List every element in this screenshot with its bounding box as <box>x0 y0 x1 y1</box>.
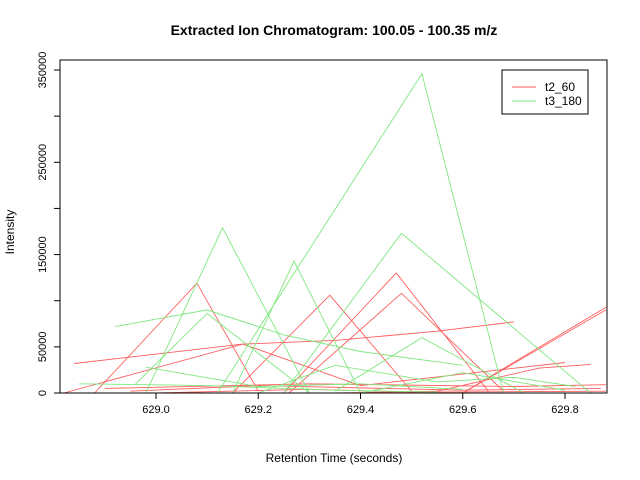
series-1-trace-6 <box>145 366 463 390</box>
x-tick-label: 629.0 <box>142 404 170 416</box>
legend-box <box>501 69 589 115</box>
series-0-trace-9 <box>130 385 601 392</box>
x-axis-label: Retention Time (seconds) <box>266 451 403 465</box>
series-0-trace-2 <box>232 294 412 394</box>
series-1-trace-4 <box>115 309 463 366</box>
legend-label: t2_60 <box>545 80 575 94</box>
y-axis-label: Intensity <box>3 210 17 255</box>
x-tick-label: 629.4 <box>347 404 375 416</box>
series-0-trace-3 <box>283 272 489 394</box>
y-tick-label: 250000 <box>37 144 49 181</box>
plot-lines <box>63 72 607 394</box>
x-axis: 629.0 629.2 629.4 629.6 629.8 <box>142 393 579 416</box>
series-1-trace-9 <box>258 364 576 394</box>
y-tick-label: 50000 <box>37 332 49 363</box>
x-tick-label: 629.6 <box>449 404 477 416</box>
series-0-trace-10 <box>334 363 591 394</box>
y-tick-label: 150000 <box>37 236 49 273</box>
legend-label: t3_180 <box>545 94 582 108</box>
x-tick-label: 629.2 <box>244 404 272 416</box>
y-tick-label: 350000 <box>37 52 49 89</box>
y-axis: 0 50000 150000 250000 350000 <box>37 52 60 396</box>
series-1-trace-0 <box>217 72 505 394</box>
plot-frame <box>59 59 608 394</box>
x-tick-label: 629.8 <box>551 404 579 416</box>
series-0-trace-1 <box>94 282 259 394</box>
y-tick-label: 0 <box>37 390 49 396</box>
chart-title: Extracted Ion Chromatogram: 100.05 - 100… <box>171 22 498 38</box>
series-1-trace-3 <box>283 232 591 394</box>
series-0-trace-8 <box>104 383 606 389</box>
series-0-trace-0 <box>74 321 514 364</box>
series-1-trace-1 <box>145 226 310 394</box>
series-1-trace-8 <box>334 337 525 394</box>
series-1-trace-5 <box>135 313 310 394</box>
series-1-trace-10 <box>360 372 566 394</box>
series-0-trace-4 <box>288 292 504 394</box>
series-1-trace-7 <box>79 383 438 393</box>
